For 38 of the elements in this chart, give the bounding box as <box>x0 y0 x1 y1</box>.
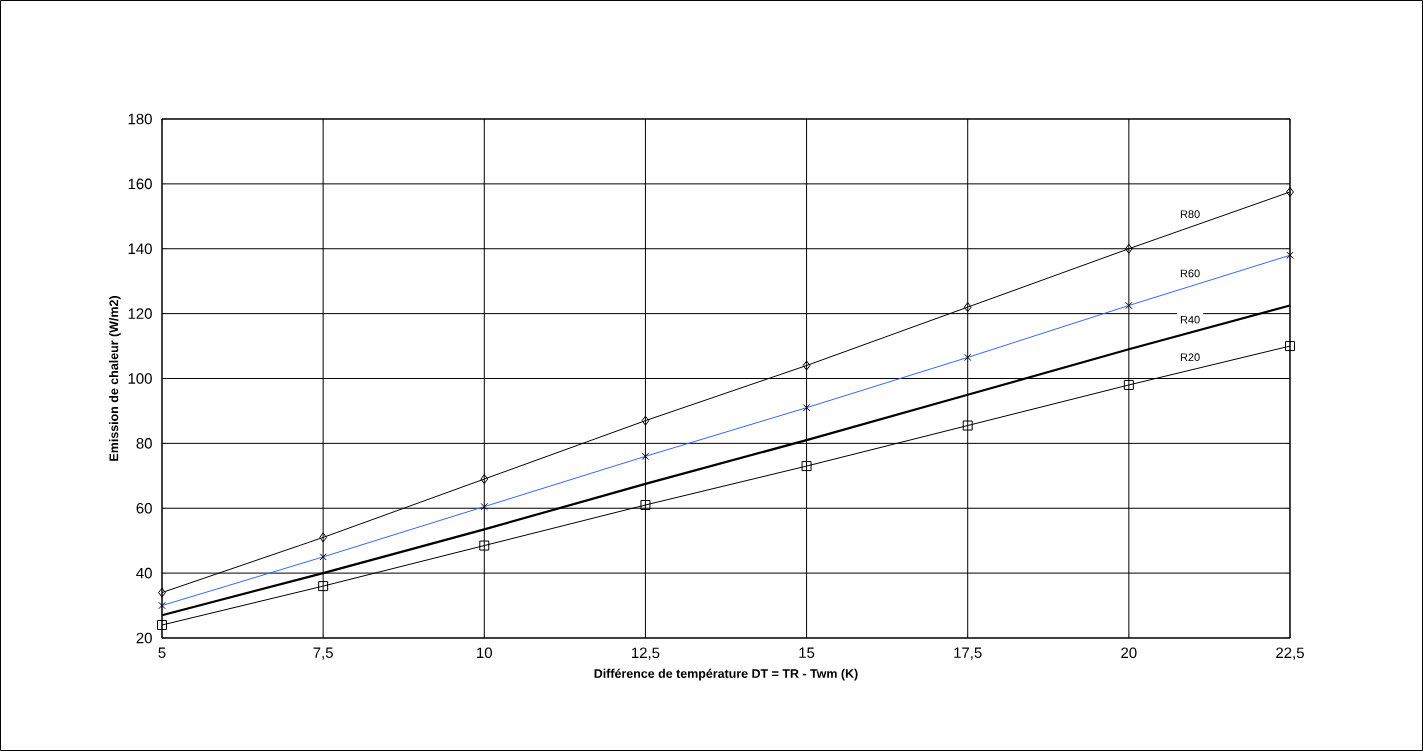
x-axis-title: Différence de température DT = TR - Twm (K) <box>594 668 858 681</box>
series-label: R40 <box>1180 315 1200 324</box>
y-tick-label: 120 <box>128 308 152 319</box>
y-tick-label: 20 <box>136 632 152 644</box>
point <box>479 540 490 551</box>
x-tick-label: 10 <box>477 647 492 659</box>
y-tick-label: 180 <box>128 113 152 125</box>
x-tick-label: 22,5 <box>1276 647 1304 660</box>
series-label: R60 <box>1180 269 1200 278</box>
y-axis-title: Emission de chaleur (W/m2) <box>109 296 121 461</box>
x-tick-label: 5 <box>158 647 166 658</box>
point <box>480 474 489 485</box>
point <box>801 461 812 472</box>
point <box>640 500 651 511</box>
point <box>1284 341 1295 352</box>
point <box>319 532 328 543</box>
point <box>1123 379 1134 390</box>
point <box>1124 243 1133 254</box>
point <box>802 360 811 371</box>
y-tick-label: 100 <box>128 373 152 384</box>
y-tick-label: 80 <box>136 438 152 449</box>
point <box>641 415 650 426</box>
series-label: R80 <box>1180 210 1200 219</box>
point <box>158 587 166 598</box>
x-tick-label: 17,5 <box>954 647 982 660</box>
x-tick-label: 12,5 <box>632 647 660 660</box>
y-tick-label: 140 <box>128 243 152 255</box>
x-tick-label: 7,5 <box>313 647 333 660</box>
point <box>963 302 972 313</box>
point <box>1286 186 1294 197</box>
x-tick-label: 15 <box>799 647 815 658</box>
series-label: R20 <box>1180 353 1200 362</box>
x-tick-label: 20 <box>1121 647 1137 659</box>
point <box>962 420 973 431</box>
y-tick-label: 40 <box>136 567 152 579</box>
y-tick-label: 160 <box>128 178 152 190</box>
point <box>318 581 329 592</box>
y-tick-label: 60 <box>136 502 152 514</box>
